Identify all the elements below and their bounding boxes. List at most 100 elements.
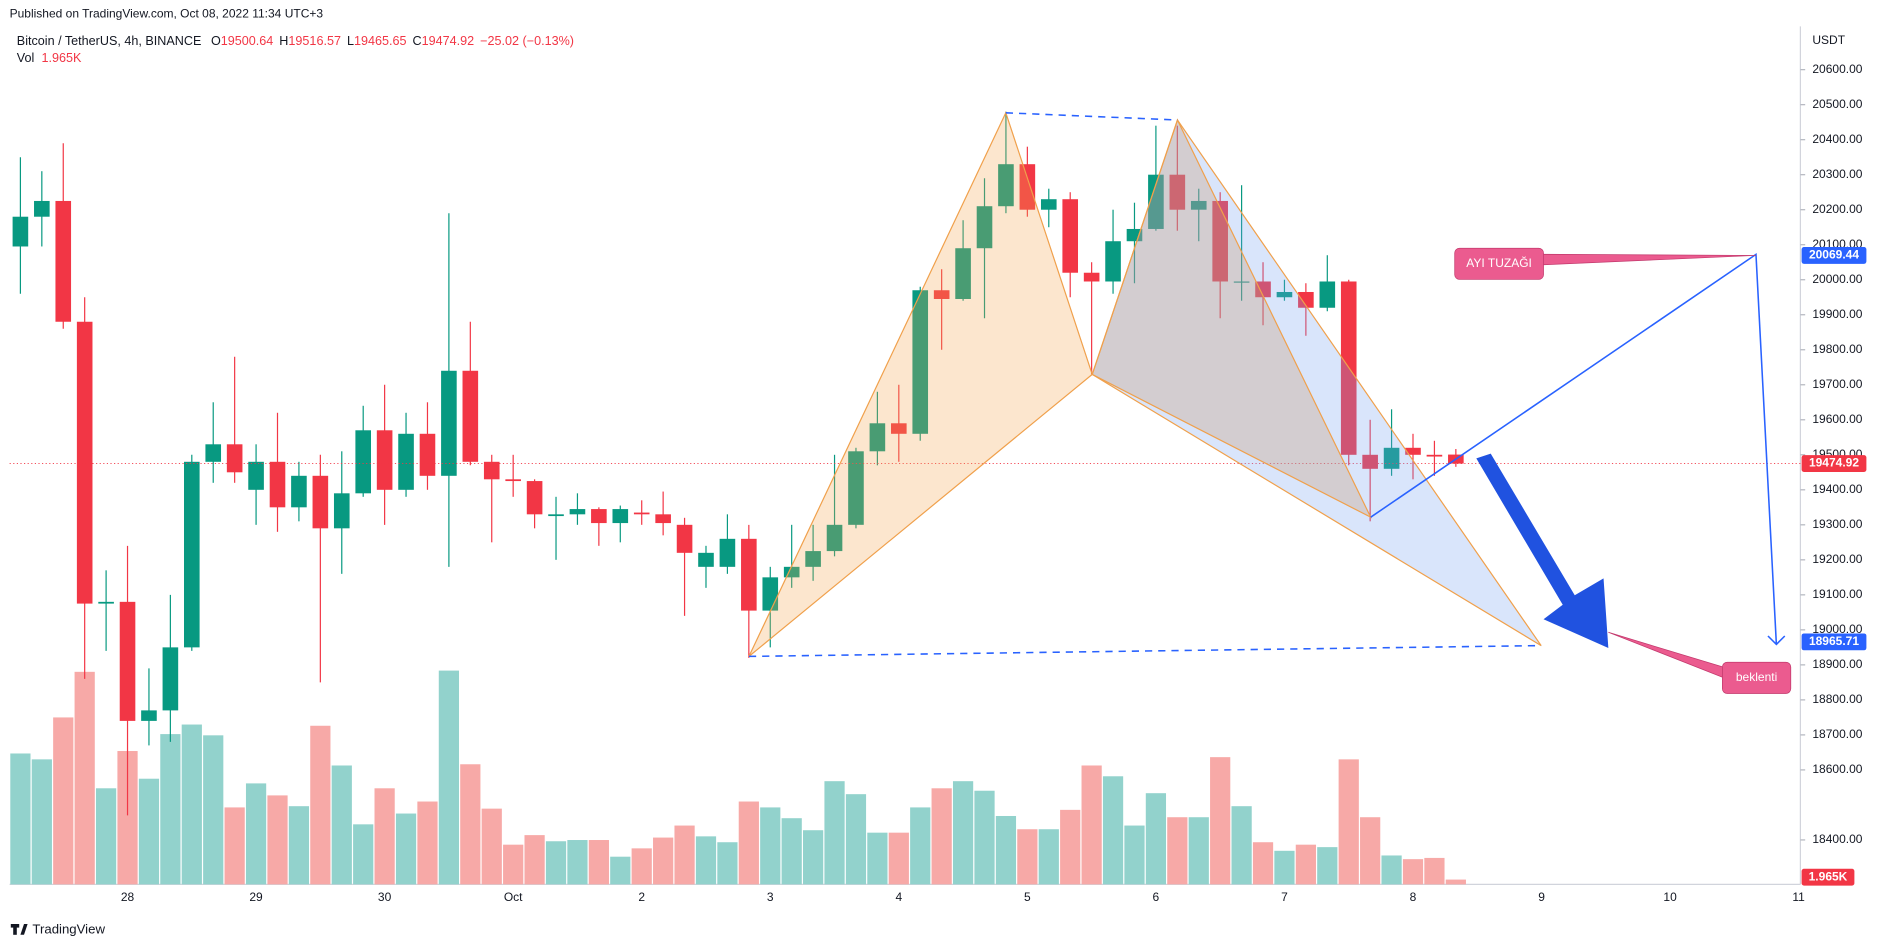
volume-bar: [1252, 842, 1274, 885]
callout-box: [1454, 247, 1544, 280]
candle-body: [1019, 164, 1036, 210]
volume-bar: [74, 671, 95, 885]
candle-body: [141, 710, 157, 721]
volume-bar: [610, 856, 631, 885]
volume-bar: [695, 836, 717, 885]
logo-mark: [20, 924, 28, 935]
candle-body: [1083, 272, 1100, 282]
y-tick-label: 20200.00: [1812, 202, 1862, 216]
candle-body: [441, 370, 457, 476]
brand-logo: [10, 924, 28, 935]
volume-bar: [267, 795, 288, 885]
y-tick-label: 18400.00: [1812, 832, 1862, 846]
volume-bar: [481, 808, 502, 885]
x-tick-label: 29: [249, 890, 263, 904]
candle-body: [1319, 281, 1336, 308]
y-tick-label: 20000.00: [1812, 272, 1862, 286]
volume-bar: [353, 824, 374, 885]
candle-body: [1169, 174, 1186, 210]
volume-bar: [395, 813, 417, 885]
volume-bar: [31, 759, 52, 885]
volume-bar: [1424, 857, 1445, 885]
y-tick-label: 20300.00: [1812, 167, 1862, 181]
candle-body: [226, 444, 243, 473]
price-tag: [1801, 633, 1867, 651]
x-tick-label: 28: [121, 890, 135, 904]
volume-bar: [910, 807, 931, 885]
candle-body: [98, 601, 114, 604]
ohlc-value: 19465.65: [354, 34, 407, 48]
candle-body: [76, 321, 93, 604]
volume-bar: [160, 734, 181, 885]
y-tick-label: 19200.00: [1812, 552, 1862, 566]
candle-body: [698, 552, 714, 567]
volume-bar: [824, 781, 845, 885]
volume-bar: [203, 735, 224, 885]
volume-bar: [10, 753, 31, 885]
candle-body: [1298, 291, 1314, 308]
candle-body: [976, 206, 993, 249]
volume-bar: [674, 825, 695, 885]
volume-bar: [1017, 829, 1038, 885]
volume-tag-label: 1.965K: [1809, 869, 1848, 883]
x-tick-label: 2: [638, 890, 645, 904]
candle-body: [483, 461, 500, 480]
volume-bar: [653, 837, 674, 885]
candle-body: [1383, 447, 1400, 469]
volume-bar: [1081, 765, 1102, 885]
candle-body: [34, 200, 50, 217]
candle-body: [869, 423, 886, 452]
ohlc-value: 19474.92: [422, 34, 475, 48]
candle-body: [633, 512, 650, 515]
price-tag-label: 18965.71: [1809, 634, 1859, 648]
volume-bar: [888, 832, 909, 885]
candle-body: [1233, 281, 1250, 283]
volume-bar: [138, 778, 160, 885]
x-tick-label: 3: [767, 890, 774, 904]
ohlc-letter: L: [347, 34, 354, 48]
candle-body: [548, 514, 564, 517]
candle-body: [119, 601, 136, 721]
candle-body: [955, 248, 971, 299]
volume-bar: [974, 790, 995, 885]
volume-bar: [1060, 809, 1081, 885]
change: −25.02 (−0.13%): [480, 34, 574, 48]
volume-bar: [310, 725, 331, 885]
y-tick-label: 19300.00: [1812, 517, 1862, 531]
candle-body: [312, 475, 329, 529]
candle-body: [612, 509, 629, 524]
ohlc-value: 19516.57: [288, 34, 341, 48]
candle-body: [591, 509, 607, 524]
ohlc-letter: C: [413, 34, 422, 48]
volume-bar: [952, 781, 974, 885]
candle-body: [676, 524, 693, 553]
big-arrow: [1476, 453, 1609, 648]
candle-body: [248, 461, 264, 490]
volume-bar: [1102, 776, 1124, 885]
volume-bar: [1210, 757, 1231, 885]
volume-bar: [460, 764, 481, 885]
volume-bar: [1295, 844, 1316, 885]
candle-body: [848, 451, 864, 525]
volume-bar: [717, 842, 738, 885]
volume-bar: [738, 801, 759, 885]
volume-bar: [1317, 847, 1338, 885]
volume-bar: [931, 788, 952, 885]
volume-bar: [503, 844, 524, 885]
volume-bar: [438, 670, 460, 885]
x-tick-label: 7: [1281, 890, 1288, 904]
y-tick-label: 18600.00: [1812, 762, 1862, 776]
callout-text: AYI TUZAĞI: [1466, 255, 1532, 270]
volume-legend: Vol 1.965K: [17, 51, 82, 65]
y-tick-label: 19100.00: [1812, 587, 1862, 601]
volume-bar: [781, 818, 802, 885]
brand: TradingView: [32, 921, 105, 936]
logo-mark: [13, 924, 17, 935]
volume-bar: [245, 783, 267, 885]
volume-bar: [374, 788, 395, 885]
volume-bar: [1445, 879, 1466, 885]
candle-body: [12, 216, 29, 247]
published-note: Published on TradingView.com, Oct 08, 20…: [10, 7, 324, 21]
x-tick-label: Oct: [504, 890, 523, 904]
